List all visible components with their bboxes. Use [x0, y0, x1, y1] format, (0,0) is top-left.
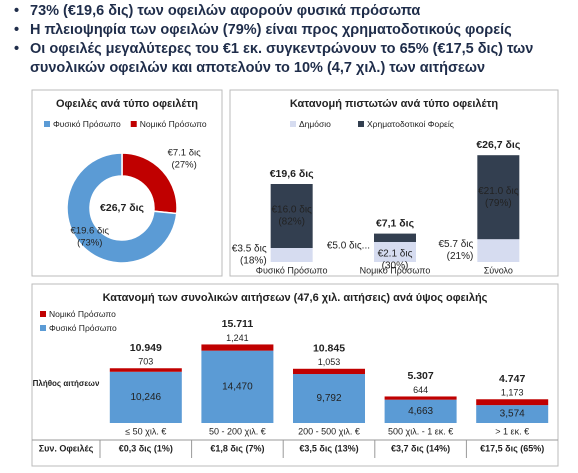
bar-segment: [201, 344, 274, 351]
data-label: €16.0 δις: [271, 205, 312, 216]
table-label: Συν. Οφειλές: [39, 443, 94, 453]
data-label: €2.1 δις: [378, 249, 413, 260]
bar-segment: [270, 184, 313, 248]
data-label: (82%): [278, 217, 305, 228]
legend-swatch: [40, 325, 46, 331]
data-label: €7.1 δις: [168, 148, 202, 159]
x-tick-label: Σύνολο: [484, 265, 513, 275]
bar-segment: [293, 368, 365, 375]
legend-label: Φυσικό Πρόσωπο: [53, 119, 121, 129]
bar-segment: [477, 155, 520, 240]
data-label: 1,173: [501, 388, 524, 398]
bar-segment: [374, 233, 416, 242]
data-label: (18%): [240, 256, 267, 267]
x-tick-label: Φυσικό Πρόσωπο: [256, 265, 328, 275]
legend-swatch: [358, 121, 364, 127]
center-label: €26,7 δις: [100, 202, 144, 214]
legend-label: Χρηματοδοτικοί Φορείς: [367, 119, 454, 129]
bar-segment: [476, 405, 549, 423]
data-label: 14,470: [222, 381, 253, 392]
bar-segment: [384, 399, 457, 423]
total-label: €7,1 δις: [376, 217, 415, 229]
legend-swatch: [290, 121, 296, 127]
bar-segment: [270, 248, 313, 262]
total-label: 4.747: [499, 373, 525, 385]
data-label: (73%): [77, 238, 102, 249]
data-label: 1,241: [226, 333, 249, 343]
bar-segment: [374, 242, 416, 262]
table-cell: €3,5 δις (13%): [299, 443, 358, 453]
x-tick-label: > 1 εκ. €: [495, 426, 529, 436]
data-label: (79%): [485, 198, 512, 209]
total-label: 15.711: [222, 318, 254, 330]
bar-segment: [477, 239, 520, 262]
legend-swatch: [44, 121, 50, 127]
x-tick-label: Νομικό Πρόσωπο: [360, 265, 431, 275]
data-label: (21%): [447, 251, 474, 262]
bar-segment: [109, 371, 182, 423]
table-cell: €1,8 δις (7%): [210, 443, 264, 453]
data-label: 3,574: [500, 409, 525, 420]
x-tick-label: 50 - 200 χιλ. €: [209, 426, 266, 436]
data-label: €21.0 δις: [478, 186, 519, 197]
table-cell: €0,3 δις (1%): [119, 443, 173, 453]
data-label: €5.7 δις: [438, 239, 473, 250]
legend-swatch: [40, 311, 46, 317]
legend-label: Φυσικό Πρόσωπο: [49, 323, 117, 333]
bullet: Η πλειοψηφία των οφειλών (79%) είναι προ…: [14, 21, 568, 40]
data-label: 703: [138, 357, 153, 367]
pie-slice: [66, 152, 178, 264]
data-label: (27%): [171, 160, 196, 171]
data-label: (30%): [382, 261, 409, 272]
total-label: €19,6 δις: [270, 168, 314, 180]
data-label: 9,792: [316, 393, 341, 404]
data-label: €5.0 δις...: [327, 241, 370, 252]
bar-segment: [201, 350, 274, 423]
total-label: 10.949: [130, 342, 162, 354]
row-label: Πλήθος αιτήσεων: [33, 379, 100, 388]
legend-swatch: [130, 121, 137, 127]
data-label: €3.5 δις: [232, 244, 267, 255]
legend-label: Νομικό Πρόσωπο: [140, 119, 207, 129]
bar-segment: [384, 396, 457, 400]
bullet: Οι οφειλές μεγαλύτερες του €1 εκ. συγκεν…: [14, 40, 568, 78]
legend-label: Νομικό Πρόσωπο: [49, 309, 116, 319]
data-label: 4,663: [408, 406, 433, 417]
data-label: €19.6 δις: [71, 226, 110, 237]
bar-segment: [109, 368, 182, 372]
table-cell: €17,5 δις (65%): [480, 443, 544, 453]
total-label: €26,7 δις: [476, 139, 520, 151]
x-tick-label: 200 - 500 χιλ. €: [298, 426, 360, 436]
bullet: 73% (€19,6 δις) των οφειλών αφορούν φυσι…: [14, 2, 568, 21]
bar-segment: [293, 374, 365, 423]
total-label: 5.307: [407, 370, 433, 382]
data-label: 1,053: [318, 357, 341, 367]
data-label: 10,246: [131, 392, 162, 403]
bar-segment: [476, 399, 549, 406]
chart-title: Οφειλές ανά τύπο οφειλέτη: [56, 98, 198, 110]
table-cell: €3,7 δις (14%): [391, 443, 450, 453]
x-tick-label: 500 χιλ. - 1 εκ. €: [388, 426, 453, 436]
legend-label: Δημόσιο: [299, 119, 331, 129]
data-label: 644: [413, 385, 428, 395]
bullet-list: 73% (€19,6 δις) των οφειλών αφορούν φυσι…: [8, 2, 568, 78]
chart-title: Κατανομή πιστωτών ανά τύπο οφειλέτη: [290, 98, 499, 110]
x-tick-label: ≤ 50 χιλ. €: [125, 426, 166, 436]
chart-title: Κατανομή των συνολικών αιτήσεων (47,6 χι…: [103, 292, 488, 304]
total-label: 10.845: [313, 343, 345, 355]
